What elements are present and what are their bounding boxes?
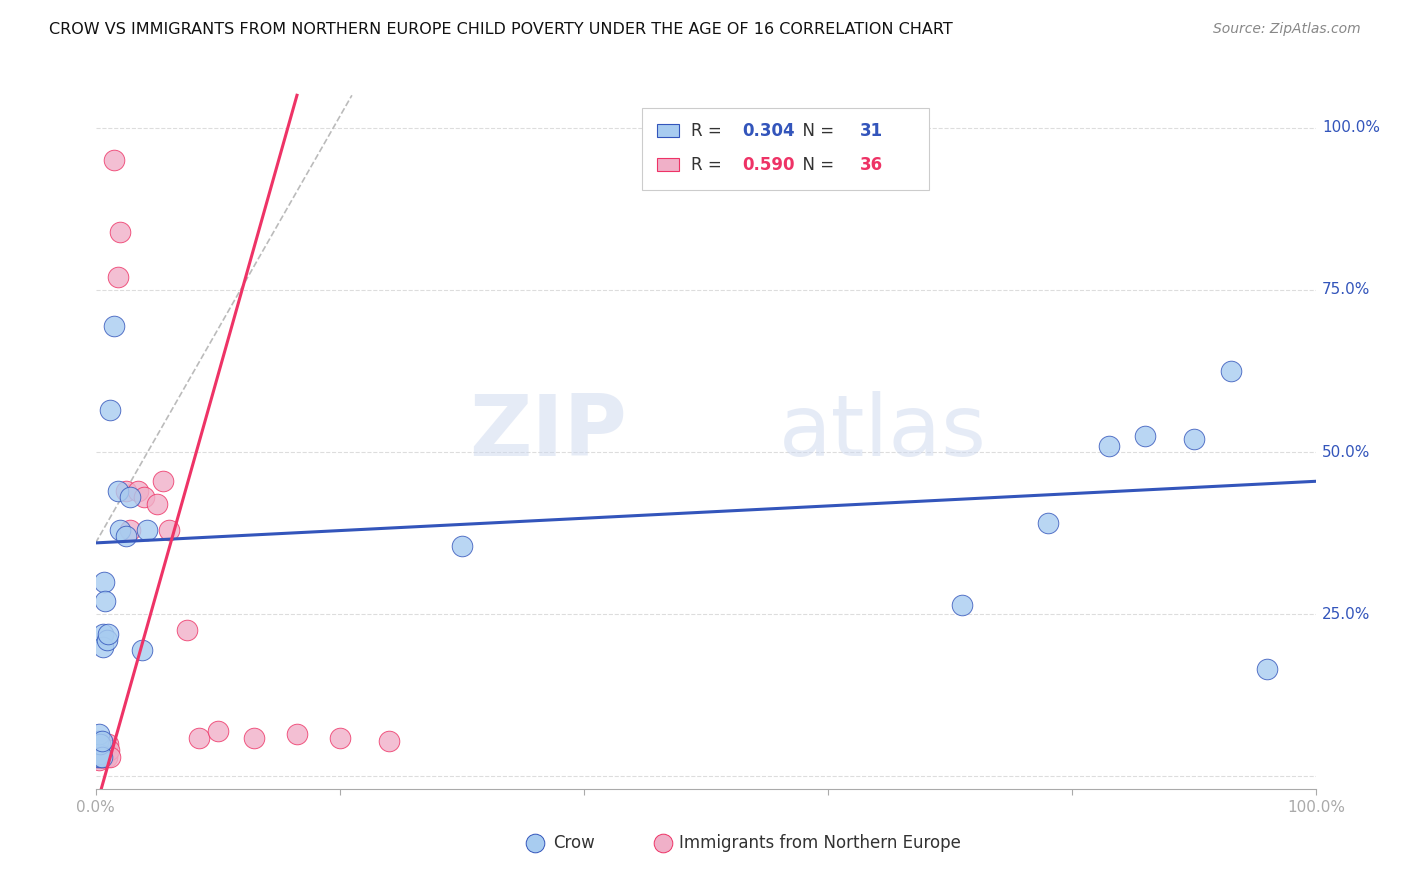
Text: Crow: Crow (554, 834, 595, 852)
Point (103, 153, 125, 168)
Point (108, 225, 131, 239)
Text: Source: ZipAtlas.com: Source: ZipAtlas.com (1213, 22, 1361, 37)
FancyBboxPatch shape (643, 108, 929, 190)
Text: atlas: atlas (779, 391, 987, 475)
Text: 50.0%: 50.0% (1322, 444, 1371, 459)
Point (87, 750, 110, 764)
Point (115, 529, 138, 543)
Point (87, 733, 110, 747)
Point (86, 743, 108, 757)
Point (108, 523, 131, 537)
Point (89, 747, 111, 761)
Point (91, 640, 114, 654)
Point (93, 750, 115, 764)
Text: ZIP: ZIP (468, 391, 627, 475)
Point (523, 818, 546, 832)
Point (94, 743, 117, 757)
Text: N =: N = (793, 122, 839, 140)
Point (89, 743, 111, 757)
Point (103, 318, 125, 333)
Text: R =: R = (692, 122, 727, 140)
Point (1219, 364, 1241, 378)
Point (89, 727, 111, 741)
Point (98, 750, 121, 764)
Point (145, 497, 167, 511)
Point (115, 483, 138, 498)
Point (1256, 662, 1278, 676)
Point (134, 491, 156, 505)
Point (98, 403, 121, 417)
Text: N =: N = (793, 156, 839, 174)
Point (97, 626, 120, 640)
Point (91, 626, 114, 640)
Point (87, 743, 110, 757)
Point (107, 483, 129, 498)
Point (1133, 429, 1156, 443)
Text: 36: 36 (859, 156, 883, 174)
Point (89, 753, 111, 767)
Point (90, 750, 112, 764)
Point (207, 724, 229, 739)
Text: 0.304: 0.304 (742, 122, 794, 140)
Point (97, 737, 120, 751)
Point (135, 523, 157, 537)
Text: 25.0%: 25.0% (1322, 607, 1371, 622)
Point (377, 733, 399, 747)
Point (450, 539, 472, 553)
Point (90, 733, 112, 747)
FancyBboxPatch shape (657, 124, 679, 137)
Point (89, 737, 111, 751)
Point (243, 731, 266, 745)
Point (91, 750, 114, 764)
Point (96, 750, 118, 764)
Point (94, 594, 117, 608)
Point (188, 731, 211, 745)
Point (127, 483, 149, 498)
Text: 31: 31 (859, 122, 883, 140)
Text: R =: R = (692, 156, 727, 174)
Point (152, 475, 174, 489)
Point (89, 750, 111, 764)
Point (131, 643, 153, 657)
Point (90, 743, 112, 757)
Point (89, 750, 111, 764)
Point (118, 523, 141, 537)
Point (329, 731, 352, 745)
Point (285, 727, 308, 741)
Point (176, 624, 198, 638)
Point (118, 491, 141, 505)
Point (1182, 432, 1205, 446)
Point (98, 743, 121, 757)
Point (652, 818, 675, 832)
Point (96, 633, 118, 648)
FancyBboxPatch shape (657, 158, 679, 170)
Point (93, 737, 115, 751)
Text: 75.0%: 75.0% (1322, 283, 1371, 297)
Point (950, 598, 973, 612)
Point (89, 737, 111, 751)
Point (91, 743, 114, 757)
Point (107, 269, 129, 284)
Text: CROW VS IMMIGRANTS FROM NORTHERN EUROPE CHILD POVERTY UNDER THE AGE OF 16 CORREL: CROW VS IMMIGRANTS FROM NORTHERN EUROPE … (49, 22, 953, 37)
Text: 0.590: 0.590 (742, 156, 794, 174)
Point (86, 750, 108, 764)
Point (90, 750, 112, 764)
Point (1036, 516, 1059, 531)
Point (87, 737, 110, 751)
Point (93, 574, 115, 589)
Text: Immigrants from Northern Europe: Immigrants from Northern Europe (679, 834, 960, 852)
Text: 100.0%: 100.0% (1322, 120, 1381, 136)
Point (86, 750, 108, 764)
Point (1097, 439, 1119, 453)
Point (157, 523, 180, 537)
